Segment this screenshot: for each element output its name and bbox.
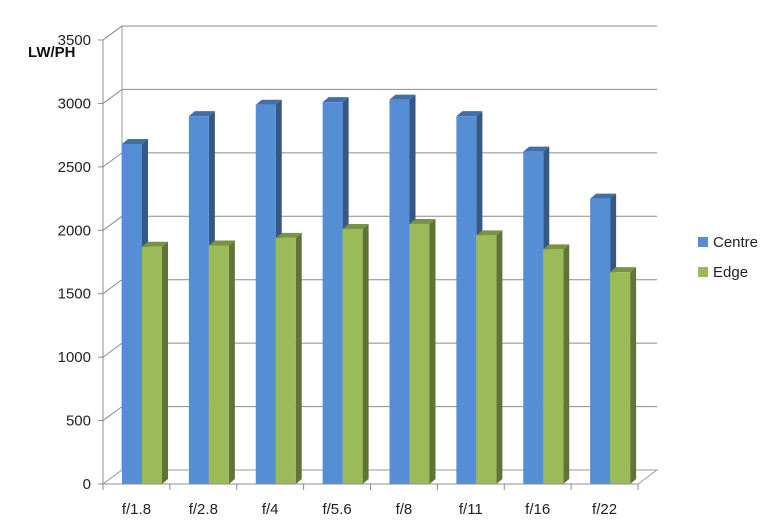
bar-edge-f/2.8 (208, 240, 235, 484)
bar-side (496, 230, 503, 484)
bar-edge-f/11 (476, 230, 503, 484)
y-tick-label: 1500 (58, 286, 91, 303)
bar-top (476, 230, 503, 236)
x-tick-label: f/22 (592, 501, 617, 518)
chart-walls (101, 25, 659, 485)
y-axis-ticks: 0 500 1000 1500 2000 2500 3000 3500 (58, 32, 104, 493)
bar-side (228, 240, 235, 484)
legend: Centre Edge (698, 234, 758, 281)
gridline (102, 152, 657, 168)
bar-top (409, 218, 436, 224)
x-axis-ticks: f/1.8 f/2.8 f/4 f/5.6 f/8 f/11 f/16 f/22 (102, 483, 639, 518)
bar-side (429, 218, 436, 484)
gridline (102, 25, 657, 41)
x-tick-label: f/11 (459, 501, 483, 518)
bar-edge-f/8 (409, 218, 436, 484)
bar-front (188, 116, 209, 484)
bars (122, 94, 637, 485)
bar-top (389, 94, 416, 100)
x-tick-label: f/1.8 (122, 501, 151, 518)
bar-front (610, 272, 631, 484)
bar-top (543, 244, 570, 250)
y-tick-label: 2000 (58, 222, 91, 239)
bar-edge-f/1.8 (142, 241, 168, 484)
x-tick-label: f/4 (262, 501, 279, 518)
floor (101, 469, 659, 485)
x-tick-label: f/5.6 (322, 501, 351, 518)
bar-front (543, 249, 564, 484)
bar-front (322, 102, 343, 484)
bar-front (122, 144, 142, 484)
bar-front (476, 235, 497, 484)
bar-edge-f/5.6 (342, 224, 369, 484)
bar-top (456, 111, 483, 117)
bar-edge-f/22 (610, 267, 637, 484)
bar-top (590, 193, 617, 199)
bar-front (590, 198, 611, 485)
bar-front (342, 229, 363, 484)
legend-item-centre: Centre (698, 234, 758, 251)
legend-label: Edge (713, 264, 748, 281)
bar-front (389, 99, 410, 484)
bar-top (142, 241, 168, 247)
side-wall (102, 25, 123, 485)
y-tick-label: 3500 (58, 32, 91, 49)
bar-top (342, 224, 369, 230)
y-tick-label: 0 (83, 476, 91, 493)
gridline (102, 215, 657, 231)
gridline (102, 279, 657, 295)
bar-side (630, 267, 637, 484)
y-tick-label: 500 (66, 413, 91, 430)
bar-side (295, 232, 302, 484)
bar-front (523, 151, 544, 485)
bar-side (362, 224, 369, 484)
bar-front (275, 237, 296, 484)
bar-front (409, 223, 430, 484)
bar-side (563, 244, 570, 484)
legend-label: Centre (713, 234, 758, 251)
bar-edge-f/4 (275, 232, 302, 484)
bar-top (208, 240, 235, 246)
legend-swatch (698, 237, 708, 247)
legend-item-edge: Edge (698, 264, 748, 281)
bar-front (208, 245, 229, 484)
gridline (102, 342, 657, 358)
bar-front (456, 116, 477, 484)
y-tick-label: 1000 (58, 349, 91, 366)
bar-front (142, 246, 162, 484)
legend-swatch (698, 267, 708, 277)
gridline (102, 88, 657, 104)
bar-edge-f/16 (543, 244, 570, 484)
x-tick-label: f/16 (525, 501, 550, 518)
y-tick-label: 2500 (58, 159, 91, 176)
gridline (102, 406, 657, 421)
y-tick-label: 3000 (58, 95, 91, 112)
x-tick-label: f/8 (396, 501, 413, 518)
gridlines (102, 25, 657, 421)
bar-top (322, 97, 349, 103)
bar-front (255, 104, 276, 484)
bar-top (188, 111, 215, 117)
bar-top (122, 139, 148, 145)
bar-top (610, 267, 637, 273)
bar-top (255, 99, 282, 105)
bar-top (275, 232, 302, 238)
bar-top (523, 146, 550, 152)
x-tick-label: f/2.8 (189, 501, 218, 518)
y-axis-label: LW/PH (28, 44, 76, 61)
bar-side (162, 241, 168, 484)
